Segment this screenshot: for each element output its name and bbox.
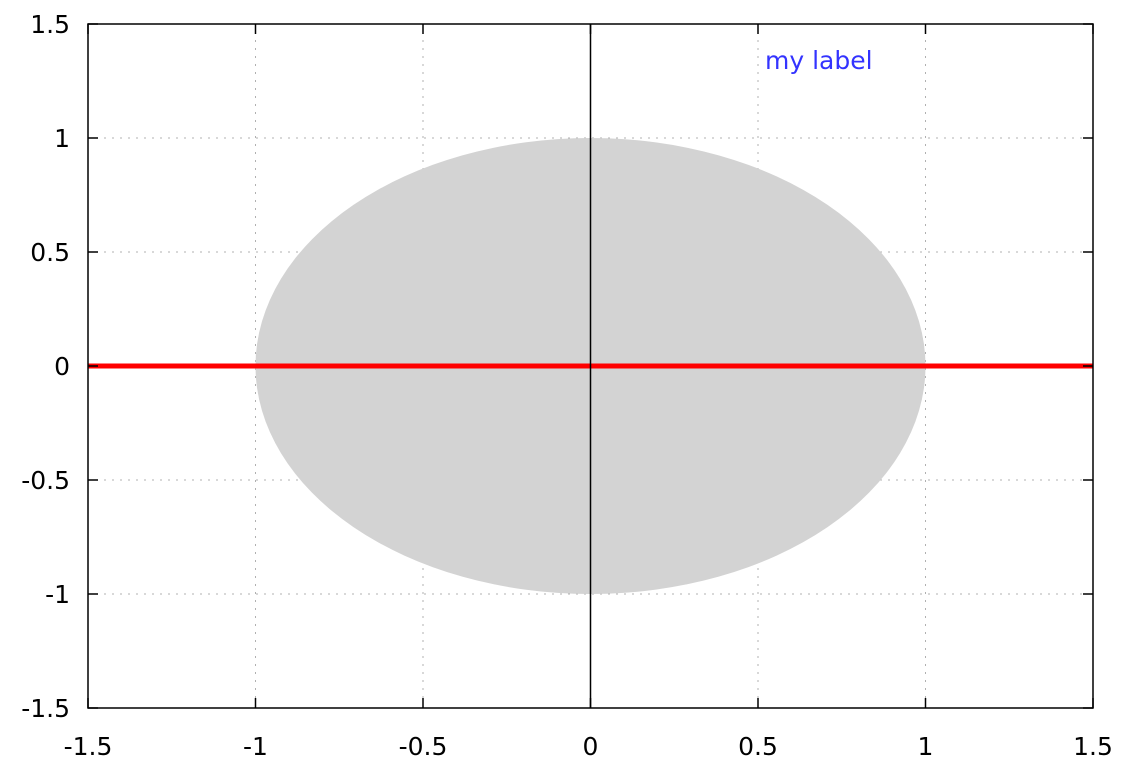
line-layer <box>88 24 1093 708</box>
annotation-label: my label <box>765 46 873 75</box>
x-tick-label: 1.5 <box>1073 732 1113 761</box>
x-tick-label: -1 <box>243 732 268 761</box>
x-tick-label: -0.5 <box>399 732 448 761</box>
y-tick-labels: -1.5 -1 -0.5 0 0.5 1 1.5 <box>21 10 70 723</box>
y-tick-label: 1.5 <box>30 10 70 39</box>
y-tick-label: -1.5 <box>21 694 70 723</box>
y-tick-label: 1 <box>54 124 70 153</box>
y-tick-label: -1 <box>45 580 70 609</box>
x-tick-label: 0 <box>583 732 599 761</box>
x-tick-label: -1.5 <box>64 732 113 761</box>
y-tick-label: 0.5 <box>30 238 70 267</box>
annotation-layer: my label <box>765 46 873 75</box>
y-tick-label: -0.5 <box>21 466 70 495</box>
y-tick-label: 0 <box>54 352 70 381</box>
x-tick-label: 1 <box>918 732 934 761</box>
x-tick-label: 0.5 <box>738 732 778 761</box>
tick-layer <box>87 23 1094 709</box>
x-tick-labels: -1.5 -1 -0.5 0 0.5 1 1.5 <box>64 732 1113 761</box>
